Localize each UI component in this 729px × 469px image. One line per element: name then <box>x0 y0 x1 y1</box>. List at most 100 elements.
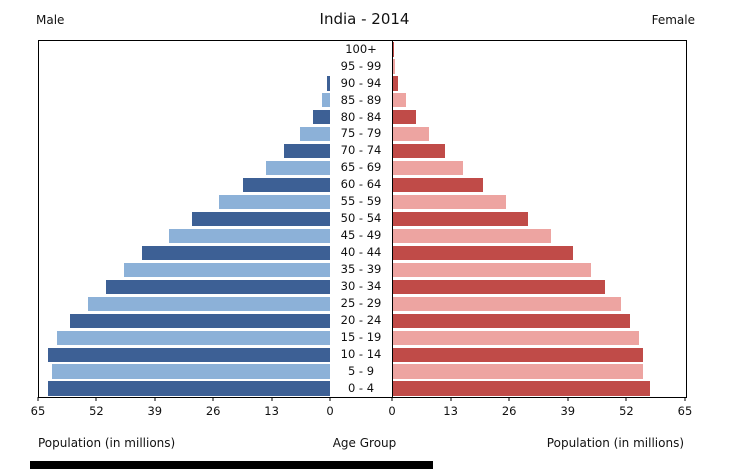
male-bar <box>106 279 331 294</box>
age-group-label: 45 - 49 <box>340 228 382 243</box>
female-bar-row <box>393 75 686 92</box>
female-bar <box>393 110 416 125</box>
age-group-label: 55 - 59 <box>340 194 382 209</box>
female-bar-row <box>393 227 686 244</box>
female-bar-row <box>393 346 686 363</box>
male-bar <box>191 211 331 227</box>
female-bar <box>393 279 605 294</box>
male-bar <box>322 93 331 108</box>
bottom-black-strip <box>30 461 433 469</box>
female-bar <box>393 245 574 261</box>
male-header-label: Male <box>36 13 65 27</box>
axis-tick-label: 0 <box>326 404 334 418</box>
axis-tick-mark <box>329 397 331 401</box>
female-bar-row <box>393 92 686 109</box>
male-bar-row <box>39 177 331 194</box>
female-bar-row <box>393 58 686 75</box>
female-bar-row <box>393 261 686 278</box>
axis-tick-mark <box>37 397 39 401</box>
female-bar-row <box>393 329 686 346</box>
male-bar <box>142 245 331 261</box>
male-bar-row <box>39 227 331 244</box>
male-bar-row <box>39 75 331 92</box>
male-bar-row <box>39 261 331 278</box>
age-group-label: 100+ <box>345 41 377 56</box>
female-bar <box>393 296 621 311</box>
male-bar-row <box>39 312 331 329</box>
female-bar <box>393 347 644 362</box>
age-group-label: 10 - 14 <box>340 346 382 361</box>
age-group-label: 80 - 84 <box>340 109 382 124</box>
axis-tick-label: 0 <box>388 404 396 418</box>
female-bar-row <box>393 278 686 295</box>
female-bar <box>393 177 484 193</box>
male-bar <box>326 76 331 91</box>
male-bar <box>124 262 331 277</box>
axis-tick-label: 26 <box>501 404 517 418</box>
male-bar <box>243 177 331 193</box>
axis-tick-mark <box>508 397 510 401</box>
chart-title: India - 2014 <box>319 10 410 28</box>
age-group-label: 20 - 24 <box>340 312 382 327</box>
axis-tick-mark <box>271 397 273 401</box>
male-bar <box>169 228 331 244</box>
female-bar-row <box>393 380 686 397</box>
female-bar-row <box>393 244 686 261</box>
axis-tick-mark <box>154 397 156 401</box>
male-bar-row <box>39 58 331 75</box>
male-bar-row <box>39 363 331 380</box>
male-bar-row <box>39 346 331 363</box>
male-bar <box>70 313 331 328</box>
male-bar <box>218 194 331 210</box>
female-bar <box>393 93 406 108</box>
male-bar-row <box>39 278 331 295</box>
male-bar-row <box>39 126 331 143</box>
age-group-label: 75 - 79 <box>340 126 382 141</box>
axis-tick-mark <box>567 397 569 401</box>
female-bar <box>393 330 639 345</box>
female-bar-row <box>393 160 686 177</box>
female-bar-row <box>393 41 686 58</box>
male-bar-row <box>39 41 331 58</box>
age-group-axis-title: Age Group <box>332 436 397 450</box>
female-bar <box>393 76 399 91</box>
female-bar-row <box>393 295 686 312</box>
female-bar-row <box>393 194 686 211</box>
male-bar-row <box>39 211 331 228</box>
male-axis-title: Population (in millions) <box>38 436 176 450</box>
male-bar <box>48 381 331 396</box>
age-group-label: 85 - 89 <box>340 92 382 107</box>
axis-tick-mark <box>391 397 393 401</box>
male-bar-row <box>39 160 331 177</box>
female-bar-row <box>393 143 686 160</box>
female-bar-row <box>393 109 686 126</box>
age-group-label: 5 - 9 <box>347 363 375 378</box>
axis-tick-mark <box>684 397 686 401</box>
male-bar-row <box>39 244 331 261</box>
axis-tick-label: 65 <box>30 404 46 418</box>
female-bar-row <box>393 312 686 329</box>
male-bar <box>88 296 331 311</box>
age-group-label: 90 - 94 <box>340 75 382 90</box>
age-group-label: 65 - 69 <box>340 160 382 175</box>
male-bar-row <box>39 109 331 126</box>
female-bar-row <box>393 211 686 228</box>
female-bar <box>393 127 430 142</box>
age-group-label: 0 - 4 <box>347 380 375 395</box>
axis-tick-label: 13 <box>443 404 458 418</box>
female-plot <box>392 40 687 398</box>
female-axis-title: Population (in millions) <box>546 436 684 450</box>
male-bar <box>52 364 331 379</box>
age-group-label: 30 - 34 <box>340 279 382 294</box>
male-axis-ticks: 0 13 26 39 52 65 <box>31 397 334 423</box>
age-group-label: 40 - 44 <box>340 245 382 260</box>
axis-tick-label: 65 <box>677 404 693 418</box>
axis-tick-mark <box>450 397 452 401</box>
age-group-label: 35 - 39 <box>340 262 382 277</box>
female-axis-ticks: 0 13 26 39 52 65 <box>388 397 692 423</box>
female-bar-row <box>393 363 686 380</box>
axis-tick-label: 52 <box>89 404 104 418</box>
axis-tick-mark <box>625 397 627 401</box>
age-group-label: 15 - 19 <box>340 329 382 344</box>
axis-tick-label: 39 <box>147 404 163 418</box>
